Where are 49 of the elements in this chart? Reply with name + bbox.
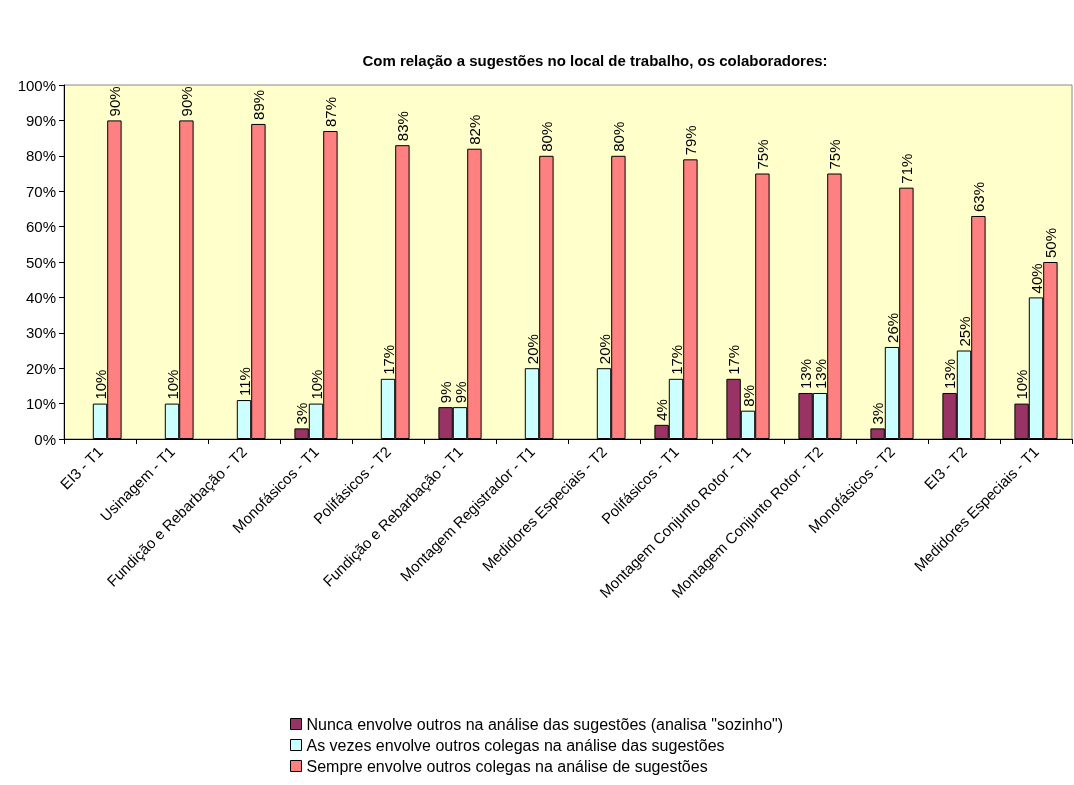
y-tick-label: 80% <box>25 147 56 165</box>
data-label: 10% <box>163 369 181 400</box>
y-tick-label: 30% <box>25 324 56 342</box>
data-label: 89% <box>249 89 267 120</box>
y-tick-label: 40% <box>25 288 56 306</box>
legend-label: As vezes envolve outros colegas na análise das sugestões <box>306 736 725 754</box>
data-label: 83% <box>393 111 411 142</box>
x-tick-label: EI3 - T1 <box>56 442 107 493</box>
y-tick-label: 60% <box>25 218 56 236</box>
legend-label: Sempre envolve outros colegas na análise de sugestões <box>306 757 708 775</box>
data-label: 40% <box>1027 263 1045 294</box>
data-label: 50% <box>1041 227 1059 258</box>
data-label: 8% <box>739 384 757 407</box>
y-tick-label: 70% <box>25 182 56 200</box>
data-label: 63% <box>969 181 987 212</box>
data-label: 10% <box>91 369 109 400</box>
data-label: 26% <box>883 312 901 343</box>
x-tick-label: EI3 - T2 <box>920 442 971 493</box>
data-label: 71% <box>897 153 915 184</box>
data-label: 75% <box>753 139 771 170</box>
data-label: 10% <box>307 369 325 400</box>
data-label: 90% <box>105 86 123 117</box>
data-label: 82% <box>465 114 483 145</box>
data-label: 4% <box>653 399 671 421</box>
data-label: 11% <box>235 367 253 397</box>
data-label: 13% <box>941 358 959 389</box>
data-label: 17% <box>667 344 685 375</box>
data-label: 20% <box>523 334 541 365</box>
data-label: 90% <box>177 86 195 117</box>
y-tick-label: 90% <box>25 111 56 129</box>
y-tick-label: 100% <box>17 76 56 94</box>
legend-label: Nunca envolve outros na análise das sugestões (analisa "sozinho") <box>306 715 784 733</box>
y-tick-label: 50% <box>25 253 56 271</box>
data-label: 80% <box>609 121 627 152</box>
data-label: 87% <box>321 96 339 128</box>
data-label: 20% <box>595 334 613 365</box>
data-label: 17% <box>725 344 743 375</box>
data-label: 25% <box>955 316 973 347</box>
chart-title: Com relação a sugestões no local de trabalho, os colaboradores: <box>362 52 828 69</box>
data-label: 3% <box>293 402 311 425</box>
y-tick-label: 0% <box>34 430 56 448</box>
data-label: 3% <box>869 402 887 425</box>
data-label: 17% <box>379 344 397 375</box>
data-label: 80% <box>537 121 555 152</box>
data-label: 10% <box>1013 369 1031 400</box>
y-tick-label: 20% <box>25 359 56 377</box>
y-tick-label: 10% <box>25 395 56 413</box>
data-label: 75% <box>825 139 843 170</box>
data-label: 79% <box>681 125 699 156</box>
